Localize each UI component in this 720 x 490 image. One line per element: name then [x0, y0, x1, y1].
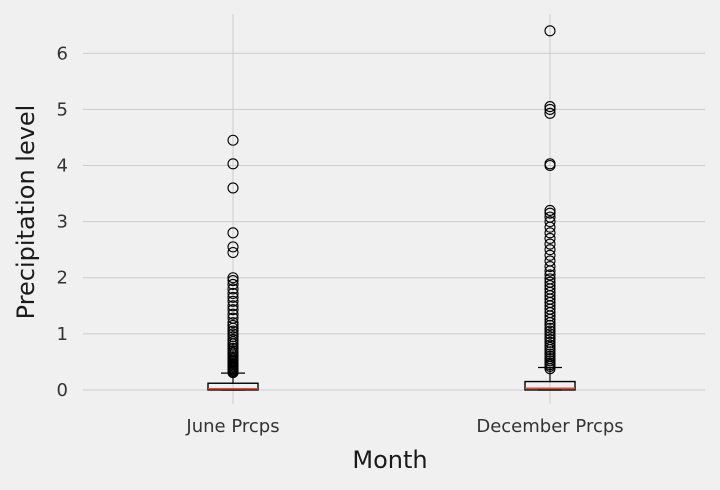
outlier-point	[227, 241, 239, 253]
grid-lines	[83, 14, 705, 404]
x-tick-label: December Prcps	[476, 416, 623, 437]
outlier-point	[544, 238, 556, 250]
outlier-point	[544, 158, 556, 170]
outlier-point	[544, 227, 556, 239]
y-tick-label: 1	[57, 324, 68, 345]
outlier-point	[227, 312, 239, 324]
x-axis-label: Month	[352, 446, 427, 474]
outlier-point	[544, 280, 556, 292]
outlier-point	[227, 274, 239, 287]
outlier-point	[544, 269, 556, 281]
outlier-point	[544, 325, 556, 337]
outlier-point	[544, 331, 556, 343]
outlier-point	[544, 255, 556, 267]
outlier-point	[544, 339, 556, 351]
outlier-point	[544, 232, 556, 245]
outlier-point	[544, 101, 556, 113]
outlier-point	[227, 331, 239, 343]
outlier-point	[227, 308, 239, 320]
outlier-point	[544, 211, 556, 223]
outlier-point	[544, 249, 556, 261]
outlier-point	[227, 328, 239, 340]
outlier-point	[227, 317, 239, 329]
y-tick-label: 5	[57, 99, 68, 120]
outlier-point	[227, 291, 239, 303]
box-december	[524, 25, 576, 391]
outlier-point	[544, 216, 556, 228]
y-tick-label: 2	[57, 268, 68, 289]
boxes-layer	[207, 25, 576, 391]
y-tick-label: 4	[57, 156, 68, 177]
outlier-point	[227, 287, 239, 300]
outlier-point	[227, 295, 239, 307]
box-june	[207, 134, 259, 391]
outlier-point	[544, 244, 556, 256]
outlier-point	[227, 333, 239, 346]
outlier-point	[544, 204, 556, 216]
outlier-point	[227, 325, 239, 337]
y-tick-label: 6	[57, 43, 68, 64]
outlier-point	[227, 182, 239, 194]
outlier-point	[544, 328, 556, 340]
outlier-point	[544, 322, 556, 334]
iqr-box	[207, 382, 259, 391]
tick-labels: 0 1 2 3 4 5 6 June Prcps December Prcps	[57, 43, 624, 437]
outlier-point	[227, 278, 239, 291]
outlier-point	[544, 336, 556, 348]
outlier-point	[544, 333, 556, 346]
outlier-point	[544, 260, 556, 273]
outlier-point	[227, 300, 239, 312]
outlier-point	[227, 304, 239, 316]
outlier-point	[544, 107, 556, 119]
outlier-point	[544, 276, 556, 288]
outlier-point	[227, 319, 239, 331]
y-axis-label: Precipitation level	[12, 105, 40, 320]
outlier-point	[227, 272, 239, 284]
outlier-point	[227, 134, 239, 146]
outlier-point	[544, 273, 556, 285]
outlier-point	[227, 227, 239, 239]
outlier-point	[544, 103, 556, 115]
outlier-point	[544, 207, 556, 219]
outlier-point	[544, 25, 556, 37]
iqr-box	[524, 380, 576, 391]
y-tick-label: 0	[57, 380, 68, 401]
y-tick-label: 3	[57, 212, 68, 233]
x-tick-label: June Prcps	[185, 416, 279, 437]
outlier-point	[227, 158, 239, 170]
outlier-point	[227, 246, 239, 259]
outlier-point	[227, 283, 239, 295]
